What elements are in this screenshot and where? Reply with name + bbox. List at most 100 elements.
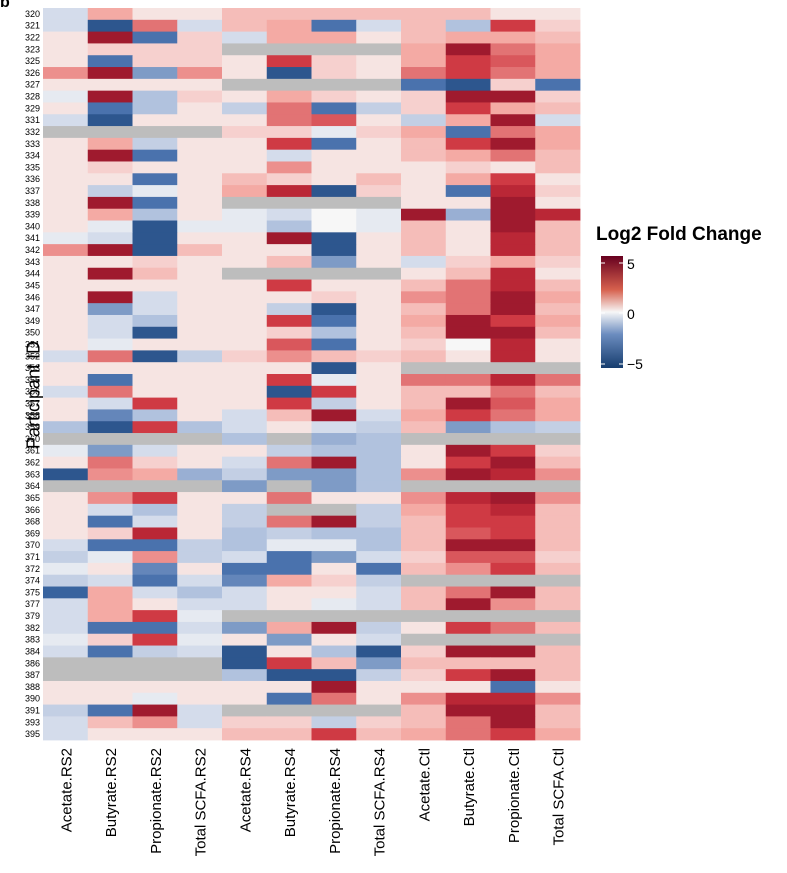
heatmap-cell <box>401 527 447 540</box>
heatmap-cell <box>87 444 133 458</box>
heatmap-cell <box>177 433 223 446</box>
heatmap-cell <box>43 562 89 576</box>
heatmap-cell <box>43 43 89 56</box>
heatmap-cell <box>535 102 581 115</box>
heatmap-cell <box>535 716 581 729</box>
heatmap-cell <box>132 621 178 635</box>
heatmap-cell <box>43 19 89 33</box>
heatmap-cell <box>445 208 491 221</box>
heatmap-cell <box>311 633 357 646</box>
heatmap-cell <box>356 220 402 233</box>
heatmap-cell <box>132 480 178 493</box>
heatmap-cell <box>266 149 312 162</box>
heatmap-cell <box>87 55 133 68</box>
heatmap-cell <box>177 291 223 304</box>
heatmap-cell <box>490 433 536 446</box>
heatmap-cell <box>490 385 536 399</box>
legend-tick-label-high: 5 <box>627 256 635 272</box>
row-tick-label: 359 <box>25 422 40 432</box>
heatmap-cell <box>535 314 581 328</box>
heatmap-cell <box>356 468 402 481</box>
column-tick-label: Propionate.RS2 <box>148 748 165 854</box>
heatmap-cell <box>445 527 491 540</box>
heatmap-cell <box>535 55 581 68</box>
heatmap-cell <box>266 551 312 564</box>
heatmap-cell <box>445 456 491 469</box>
heatmap-cell <box>43 433 89 446</box>
heatmap-cell <box>222 480 268 493</box>
heatmap-cell <box>311 456 357 469</box>
heatmap-cell <box>266 728 312 741</box>
heatmap-cell <box>445 326 491 339</box>
row-tick-label: 332 <box>25 127 40 137</box>
heatmap-cell <box>177 409 223 422</box>
heatmap-cell <box>356 31 402 44</box>
heatmap-cell <box>87 314 133 328</box>
heatmap-cell <box>266 397 312 410</box>
heatmap-cell <box>222 704 268 717</box>
heatmap-cell <box>311 409 357 422</box>
heatmap-cell <box>132 704 178 717</box>
heatmap-cell <box>132 539 178 552</box>
heatmap-cell <box>535 255 581 269</box>
heatmap-cell <box>356 385 402 399</box>
heatmap-cell <box>311 574 357 587</box>
heatmap-cell <box>445 149 491 162</box>
heatmap-cell <box>132 456 178 469</box>
row-tick-label: 336 <box>25 174 40 184</box>
heatmap-cell <box>222 433 268 446</box>
heatmap-cell <box>401 43 447 56</box>
heatmap-cell <box>445 480 491 493</box>
heatmap-cell <box>222 78 268 92</box>
column-tick-label: Acetate.Ctl <box>416 748 433 821</box>
row-tick-label: 326 <box>25 68 40 78</box>
heatmap-cell <box>222 8 268 21</box>
heatmap-cell <box>43 680 89 694</box>
heatmap-cell <box>401 704 447 717</box>
heatmap-cell <box>43 551 89 564</box>
heatmap-cell <box>177 314 223 328</box>
heatmap-cell <box>266 574 312 587</box>
heatmap-cell <box>445 55 491 68</box>
heatmap-cell <box>132 55 178 68</box>
heatmap-cell <box>401 397 447 410</box>
heatmap-cell <box>43 598 89 611</box>
heatmap-cell <box>401 267 447 280</box>
row-tick-label: 338 <box>25 198 40 208</box>
heatmap-cell <box>43 492 89 505</box>
heatmap-cell <box>222 196 268 210</box>
heatmap-cell <box>356 137 402 151</box>
heatmap-cell <box>490 633 536 646</box>
heatmap-cell <box>222 680 268 694</box>
heatmap-cell <box>222 173 268 186</box>
row-tick-label: 329 <box>25 103 40 113</box>
heatmap-cell <box>177 728 223 741</box>
heatmap-cell <box>266 314 312 328</box>
heatmap-cell <box>132 409 178 422</box>
heatmap-cell <box>87 492 133 505</box>
heatmap-cell <box>43 397 89 410</box>
heatmap-cell <box>222 574 268 587</box>
heatmap-cell <box>490 55 536 68</box>
heatmap-cell <box>222 468 268 481</box>
heatmap-cell <box>535 279 581 292</box>
row-tick-label: 391 <box>25 705 40 715</box>
heatmap-cell <box>311 196 357 210</box>
heatmap-cell <box>445 314 491 328</box>
heatmap-cell <box>535 161 581 174</box>
heatmap-cell <box>535 90 581 103</box>
heatmap-cell <box>445 374 491 387</box>
heatmap-cell <box>311 303 357 316</box>
heatmap-cell <box>43 350 89 363</box>
heatmap-cell <box>132 716 178 729</box>
heatmap-cell <box>132 43 178 56</box>
heatmap-cell <box>311 338 357 351</box>
heatmap-cell <box>490 338 536 351</box>
heatmap-cell <box>87 456 133 469</box>
column-tick-label: Propionate.RS4 <box>327 748 344 854</box>
heatmap-cell <box>490 610 536 623</box>
row-tick-label: 334 <box>25 151 40 161</box>
heatmap-cell <box>311 208 357 221</box>
heatmap-cell <box>87 433 133 446</box>
heatmap-cell <box>43 267 89 280</box>
